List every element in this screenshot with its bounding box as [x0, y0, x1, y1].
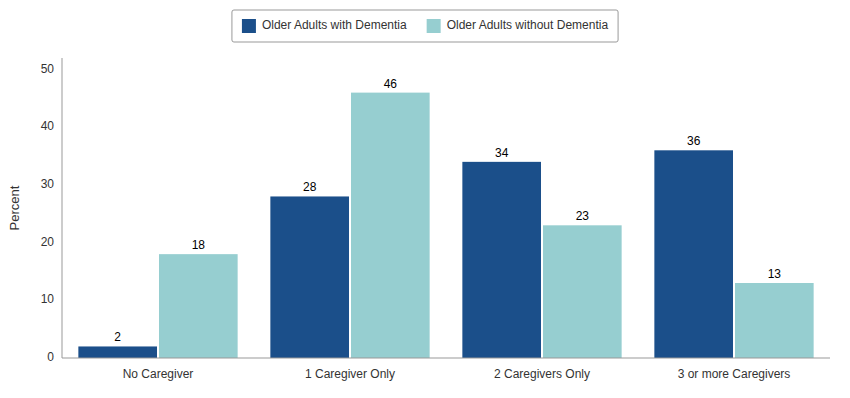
data-label: 34: [495, 146, 509, 160]
legend-swatch: [242, 19, 256, 33]
bar: [654, 150, 733, 358]
y-tick-label: 40: [41, 119, 55, 133]
data-labels: 2 28 34 36 18 46 23 13: [114, 77, 781, 345]
chart-container: 0 10 20 30 40 50 Percent 2 28 34 36 18 46 23 13 No Care…: [0, 0, 850, 398]
legend-label: Older Adults without Dementia: [447, 18, 609, 32]
legend-label: Older Adults with Dementia: [262, 18, 407, 32]
legend: Older Adults with Dementia Older Adults w…: [232, 10, 618, 42]
y-tick-label: 50: [41, 62, 55, 76]
x-axis-ticks: No Caregiver 1 Caregiver Only 2 Caregivers…: [123, 367, 791, 381]
x-tick-label: No Caregiver: [123, 367, 194, 381]
data-label: 23: [576, 209, 590, 223]
x-axis-line: [62, 358, 830, 359]
data-label: 18: [192, 238, 206, 252]
data-label: 46: [384, 77, 398, 91]
chart-svg: 0 10 20 30 40 50 Percent 2 28 34 36 18 46 23 13 No Care…: [0, 0, 850, 398]
bar: [735, 283, 814, 358]
y-tick-label: 0: [47, 350, 54, 364]
bar: [351, 93, 430, 358]
legend-frame: [232, 10, 618, 42]
y-tick-label: 10: [41, 292, 55, 306]
x-tick-label: 2 Caregivers Only: [494, 367, 590, 381]
y-tick-label: 20: [41, 235, 55, 249]
axes: [62, 58, 830, 358]
x-tick-label: 3 or more Caregivers: [678, 367, 791, 381]
bar: [270, 196, 349, 358]
x-tick-label: 1 Caregiver Only: [305, 367, 395, 381]
data-label: 28: [303, 180, 317, 194]
y-axis-line: [62, 58, 63, 358]
data-label: 2: [114, 330, 121, 344]
y-axis-label: Percent: [7, 185, 22, 230]
data-label: 36: [687, 134, 701, 148]
y-axis-ticks: 0 10 20 30 40 50: [41, 62, 55, 364]
bars: [78, 93, 813, 358]
bar: [462, 162, 541, 358]
legend-swatch: [427, 19, 441, 33]
y-tick-label: 30: [41, 177, 55, 191]
data-label: 13: [768, 267, 782, 281]
bar: [78, 346, 157, 358]
bar: [543, 225, 622, 358]
bar: [159, 254, 238, 358]
